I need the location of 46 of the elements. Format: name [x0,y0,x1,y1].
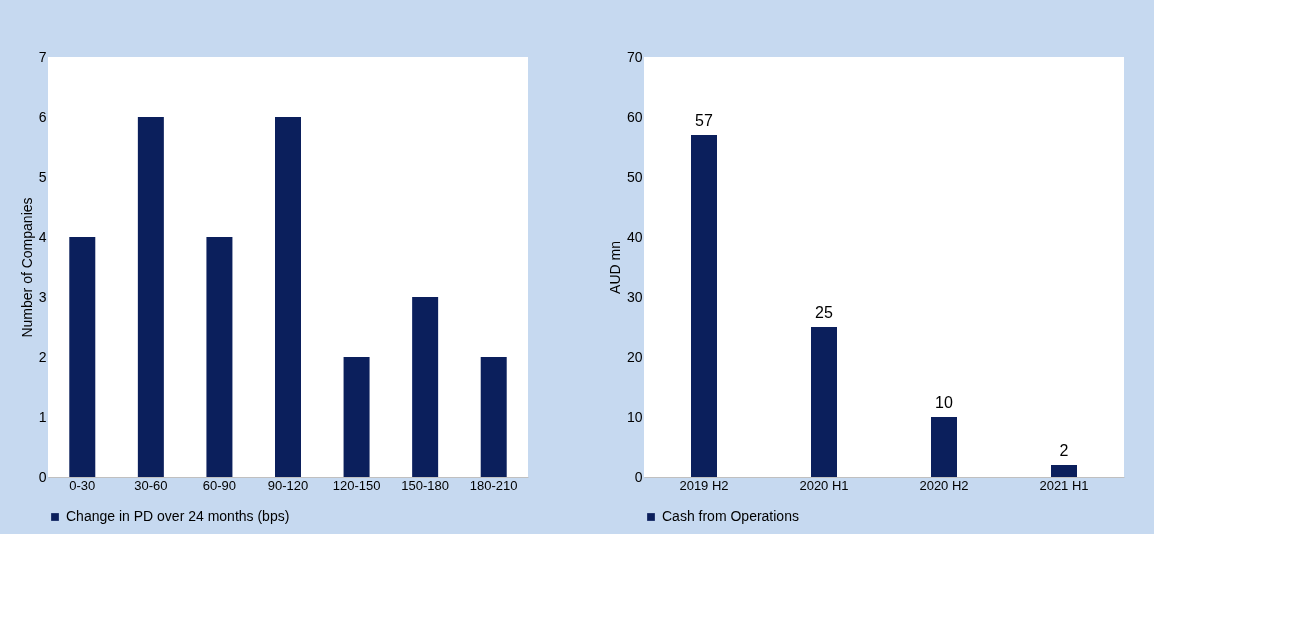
y-tick-label: 6 [38,108,47,125]
bar [480,357,507,477]
data-label: 57 [695,112,713,129]
y-tick-label: 30 [626,288,643,305]
x-tick-label: 60-90 [202,477,237,493]
x-tick-label: 0-30 [69,477,96,493]
bar [343,357,370,477]
data-label: 2 [1059,442,1069,459]
y-tick-label: 5 [38,168,47,185]
x-tick-label: 2019 H2 [679,477,729,493]
data-label: 10 [935,394,953,411]
bar [275,117,301,477]
y-tick-label: 70 [626,48,643,65]
x-tick-label: 120-150 [332,477,381,493]
y-tick-label: 60 [626,108,643,125]
bar [811,327,837,477]
x-tick-label: 90-120 [267,477,309,493]
y-tick-label: 0 [38,468,47,485]
x-tick-label: 2020 H2 [919,477,969,493]
x-tick-label: 150-180 [401,477,449,493]
y-tick-label: 7 [38,48,47,65]
bar [931,417,957,477]
y-axis-title: Number of Companies [18,197,35,338]
y-tick-label: 40 [626,228,643,245]
bar [412,297,439,477]
y-tick-label: 3 [38,288,47,305]
y-axis-title: AUD mn [606,241,623,294]
y-tick-label: 1 [38,408,47,425]
x-tick-label: 180-210 [469,477,518,493]
x-tick-label: 30-60 [134,477,168,493]
bar [691,135,717,477]
y-tick-label: 20 [626,348,643,365]
bar [69,237,96,477]
y-tick-label: 4 [38,228,47,245]
bar [137,117,164,477]
legend-label: Change in PD over 24 months (bps) [66,508,290,524]
y-tick-label: 0 [634,468,643,485]
y-tick-label: 50 [626,168,643,185]
y-tick-label: 10 [626,408,643,425]
legend-label: Cash from Operations [662,508,799,524]
bar [206,237,233,477]
y-tick-label: 2 [38,348,47,365]
data-label: 25 [815,304,833,321]
x-tick-label: 2020 H1 [799,477,849,493]
x-tick-label: 2021 H1 [1039,477,1089,493]
bar [1051,465,1077,477]
